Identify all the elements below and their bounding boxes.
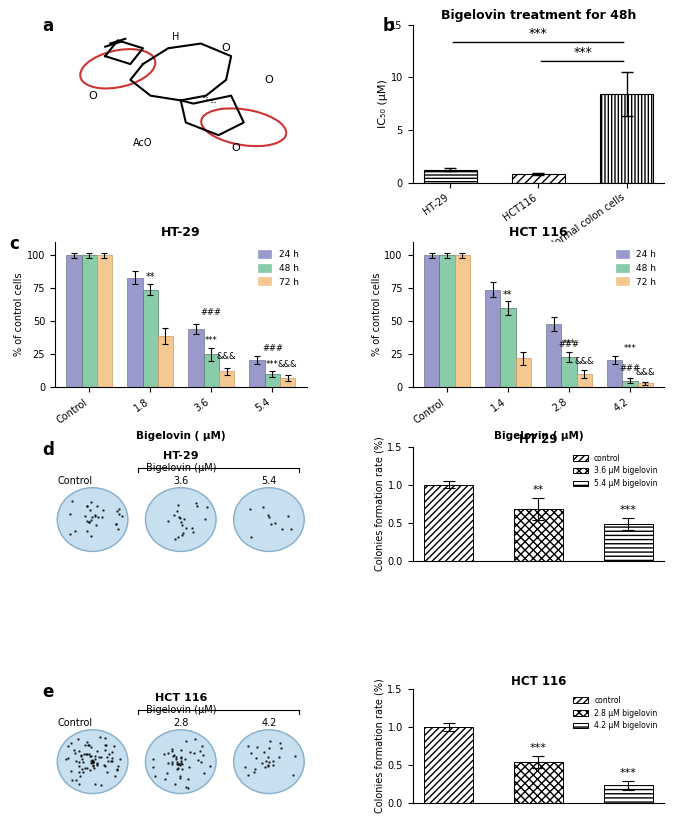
Y-axis label: % of control cells: % of control cells (372, 273, 382, 356)
Bar (512, 174, 565, 183)
Bar (607, 360, 623, 387)
Circle shape (234, 730, 304, 794)
Bar (577, 374, 592, 387)
Bar (485, 290, 500, 387)
Bar (603, 524, 653, 560)
Title: HCT 116: HCT 116 (509, 226, 568, 239)
Legend: 24 h, 48 h, 72 h: 24 h, 48 h, 72 h (254, 247, 302, 290)
Circle shape (145, 488, 216, 551)
Text: O: O (222, 43, 230, 53)
Title: HT-29: HT-29 (161, 226, 201, 239)
Text: **: ** (503, 290, 512, 300)
Y-axis label: IC₅₀ (μM): IC₅₀ (μM) (377, 79, 388, 128)
Bar (424, 170, 477, 183)
Text: O: O (88, 91, 97, 101)
Text: ***: *** (529, 27, 548, 40)
Bar (439, 256, 455, 387)
Bar (514, 509, 563, 560)
Bar (158, 336, 173, 387)
Bar (638, 383, 653, 387)
Text: H: H (172, 32, 179, 43)
Bar (203, 355, 219, 387)
Bar (600, 94, 653, 183)
Bar (424, 256, 439, 387)
Bar (188, 329, 203, 387)
Bar (280, 378, 295, 387)
Text: ***: *** (620, 505, 637, 515)
X-axis label: Bigelovin ( μM): Bigelovin ( μM) (494, 431, 584, 441)
Text: ###: ### (262, 344, 283, 353)
Text: d: d (42, 441, 54, 459)
Text: &&&: &&& (217, 352, 236, 361)
Title: Bigelovin treatment for 48h: Bigelovin treatment for 48h (441, 9, 636, 22)
Text: c: c (10, 235, 19, 253)
Text: Bigelovin (μM): Bigelovin (μM) (145, 705, 216, 715)
Text: ***: *** (562, 339, 575, 348)
Bar (82, 256, 97, 387)
Bar (127, 278, 142, 387)
Text: ###: ### (620, 364, 640, 373)
Text: Control: Control (58, 477, 92, 486)
Circle shape (58, 488, 128, 551)
Circle shape (58, 730, 128, 794)
Legend: control, 2.8 μM bigelovin, 4.2 μM bigelovin: control, 2.8 μM bigelovin, 4.2 μM bigelo… (570, 693, 660, 734)
Text: HT-29: HT-29 (163, 451, 199, 461)
Text: HCT 116: HCT 116 (155, 694, 207, 704)
Bar (219, 372, 234, 387)
Legend: control, 3.6 μM bigelovin, 5.4 μM bigelovin: control, 3.6 μM bigelovin, 5.4 μM bigelo… (570, 450, 660, 491)
Bar (623, 381, 638, 387)
Text: ###: ### (558, 340, 580, 349)
Bar (455, 256, 470, 387)
Bar (546, 324, 562, 387)
Y-axis label: % of control cells: % of control cells (14, 273, 24, 356)
Circle shape (145, 730, 216, 794)
Text: &&&: &&& (575, 357, 594, 366)
Text: 2.8: 2.8 (173, 718, 188, 728)
Bar (603, 785, 653, 803)
Bar (514, 762, 563, 803)
Y-axis label: Colonies formation rate (%): Colonies formation rate (%) (375, 678, 385, 813)
Text: 3.6: 3.6 (173, 477, 188, 486)
Text: ***: *** (573, 47, 592, 59)
Bar (249, 360, 264, 387)
Text: O: O (264, 75, 273, 85)
Bar (424, 726, 473, 803)
Text: ***: *** (620, 767, 637, 777)
Text: AcO: AcO (133, 138, 153, 148)
Text: b: b (382, 16, 394, 34)
Text: ***: *** (624, 344, 636, 353)
Bar (142, 290, 158, 387)
Text: **: ** (533, 485, 544, 495)
Text: ***: *** (205, 336, 218, 345)
Circle shape (234, 488, 304, 551)
Text: Bigelovin (μM): Bigelovin (μM) (145, 463, 216, 473)
Text: Control: Control (58, 718, 92, 728)
Text: a: a (42, 16, 53, 34)
Bar (500, 308, 516, 387)
Bar (66, 256, 82, 387)
Text: **: ** (145, 272, 155, 282)
Bar (264, 374, 280, 387)
Text: 5.4: 5.4 (261, 477, 277, 486)
Y-axis label: Colonies formation rate (%): Colonies formation rate (%) (375, 437, 385, 571)
Text: ***: *** (530, 744, 547, 753)
Title: HCT 116: HCT 116 (511, 675, 566, 688)
Title: HT 29: HT 29 (519, 432, 558, 446)
Bar (516, 358, 531, 387)
Text: ***: *** (266, 360, 279, 369)
Text: ###: ### (201, 308, 222, 317)
Bar (97, 256, 112, 387)
Text: e: e (42, 683, 53, 701)
Legend: 24 h, 48 h, 72 h: 24 h, 48 h, 72 h (612, 247, 660, 290)
Text: 4.2: 4.2 (261, 718, 277, 728)
Text: O: O (232, 143, 240, 153)
Text: &&&: &&& (636, 368, 655, 377)
Text: &&&: &&& (278, 360, 297, 369)
Bar (424, 485, 473, 560)
Bar (562, 357, 577, 387)
X-axis label: Bigelovin ( μM): Bigelovin ( μM) (136, 431, 225, 441)
